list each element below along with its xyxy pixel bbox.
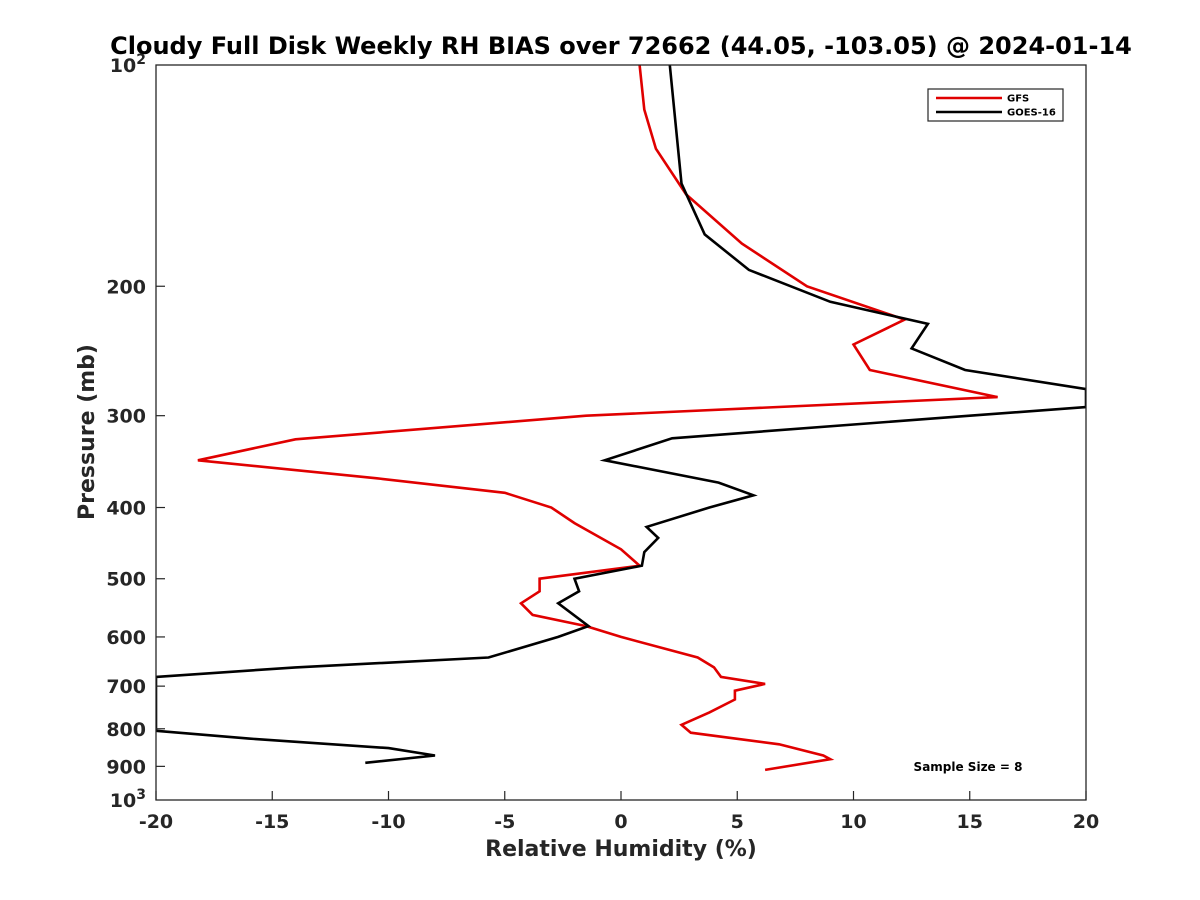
y-tick-label: 200 xyxy=(106,276,146,298)
x-tick-label: -20 xyxy=(139,811,173,833)
y-tick-label: 700 xyxy=(106,676,146,698)
legend-label-1: GOES-16 xyxy=(1007,108,1056,119)
y-tick-label-decade: 102 xyxy=(110,52,146,77)
legend-box xyxy=(927,88,1064,122)
x-tick-label: 15 xyxy=(957,811,983,833)
legend: GFS GOES-16 xyxy=(927,88,1064,122)
y-tick-label: 800 xyxy=(106,719,146,741)
y-tick-label: 300 xyxy=(106,406,146,428)
sample-size-annotation: Sample Size = 8 xyxy=(914,760,1023,774)
x-tick-label: -15 xyxy=(255,811,289,833)
x-tick-label: 10 xyxy=(840,811,866,833)
plot-area-frame xyxy=(155,64,1087,801)
x-tick-label: 5 xyxy=(731,811,744,833)
y-tick-label: 600 xyxy=(106,627,146,649)
y-axis-ticks: 200 300 400 500 600 700 800 900 102 103 xyxy=(106,52,165,812)
chart-title: Cloudy Full Disk Weekly RH BIAS over 726… xyxy=(110,32,1132,60)
y-tick-label: 500 xyxy=(106,569,146,591)
legend-label-0: GFS xyxy=(1007,94,1029,105)
x-tick-label: -5 xyxy=(494,811,515,833)
y-tick-label-decade: 103 xyxy=(110,787,146,812)
y-axis-label: Pressure (mb) xyxy=(75,344,100,520)
series-line-1 xyxy=(156,65,1086,765)
x-axis-ticks: -20 -15 -10 -5 0 5 10 15 20 xyxy=(139,791,1099,833)
x-axis-label: Relative Humidity (%) xyxy=(485,837,757,862)
series-layer xyxy=(156,65,1086,772)
series-line-0 xyxy=(197,65,998,772)
y-tick-label: 900 xyxy=(106,756,146,778)
x-tick-label: -10 xyxy=(371,811,405,833)
y-tick-label: 400 xyxy=(106,498,146,520)
x-tick-label: 20 xyxy=(1073,811,1099,833)
x-tick-label: 0 xyxy=(614,811,627,833)
